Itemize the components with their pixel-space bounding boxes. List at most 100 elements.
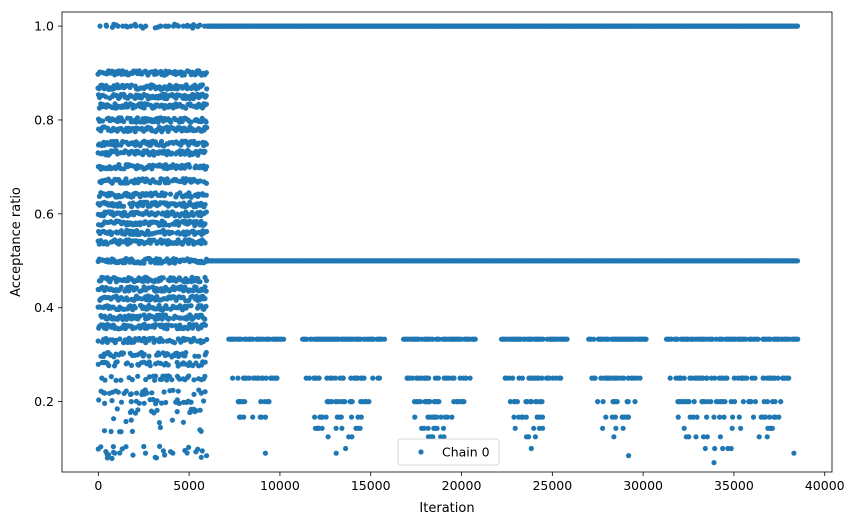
y-tick-label: 0.2 [34,394,54,409]
data-point [349,399,355,405]
data-point [160,448,166,454]
data-point [197,407,203,413]
data-point [152,377,158,383]
data-point [509,375,516,381]
data-point [146,285,152,291]
data-point [117,336,123,342]
data-point [144,390,150,396]
data-point [625,414,632,420]
data-point [120,350,127,356]
data-point [141,335,147,341]
data-point [198,454,204,460]
data-point [128,391,134,397]
data-point [438,414,444,420]
data-point [626,453,632,459]
data-point [709,336,716,342]
data-point [775,375,781,381]
data-point [98,444,104,450]
data-point [340,375,346,381]
data-point [595,399,601,405]
data-point [338,414,344,420]
data-point [108,374,114,380]
data-point [686,434,692,440]
data-point [203,119,209,125]
data-point [720,445,726,452]
x-axis-ticks: 0 5000 10000 15000 20000 25000 30000 35000 40000 [94,472,845,493]
data-point [198,428,204,434]
data-point [507,399,513,405]
x-tick-label: 40000 [805,478,845,493]
data-point [262,450,268,456]
data-point [153,455,159,461]
data-point [202,284,208,290]
data-point [306,375,312,381]
data-point [137,313,143,319]
data-point [755,336,761,342]
data-point [113,377,119,383]
x-tick-label: 35000 [714,478,754,493]
data-point [528,399,535,405]
data-point [603,414,609,420]
data-point [712,445,718,452]
data-point [103,23,110,29]
data-point [357,425,363,431]
data-point [134,390,140,396]
data-point [118,377,124,383]
data-point [130,452,136,458]
data-point [539,375,545,381]
data-point [693,434,699,440]
data-points [95,21,801,466]
data-point [136,400,142,406]
data-point [172,340,178,346]
data-point [154,407,160,413]
data-point [169,417,175,423]
data-point [637,375,643,381]
data-point [138,23,144,29]
data-point [430,434,436,440]
data-point [202,148,208,154]
x-tick-label: 30000 [623,478,663,493]
data-point [461,399,467,405]
y-axis-ticks: 0.2 0.4 0.6 0.8 1.0 [34,19,62,409]
data-point [721,414,727,420]
data-point [722,399,728,405]
data-point [128,362,135,368]
data-point [436,399,442,405]
data-point [704,434,710,440]
data-point [762,414,769,420]
data-point [203,101,209,107]
data-point [141,400,147,406]
data-point [740,399,747,405]
data-point [118,429,124,435]
data-point [128,23,134,29]
data-point [711,460,717,466]
data-point [109,230,115,236]
data-point [203,349,209,356]
data-point [163,399,169,406]
data-point [613,425,619,431]
data-point [704,414,710,420]
data-point [435,375,441,381]
data-point [115,389,121,395]
data-point [114,406,120,412]
data-point [138,288,145,294]
data-point [203,70,209,76]
data-point [600,425,606,431]
data-point [186,444,192,450]
data-point [115,23,121,29]
plot-frame [61,11,833,473]
data-point [192,353,198,359]
data-point [156,352,162,358]
y-tick-label: 1.0 [34,19,54,34]
data-point [110,444,116,450]
data-point [778,399,784,405]
data-point [202,240,208,246]
data-point [141,321,147,327]
data-point [472,336,478,342]
data-point [675,414,681,420]
data-point [729,425,735,431]
data-point [467,375,473,381]
data-point [417,399,423,405]
data-point [141,351,147,357]
